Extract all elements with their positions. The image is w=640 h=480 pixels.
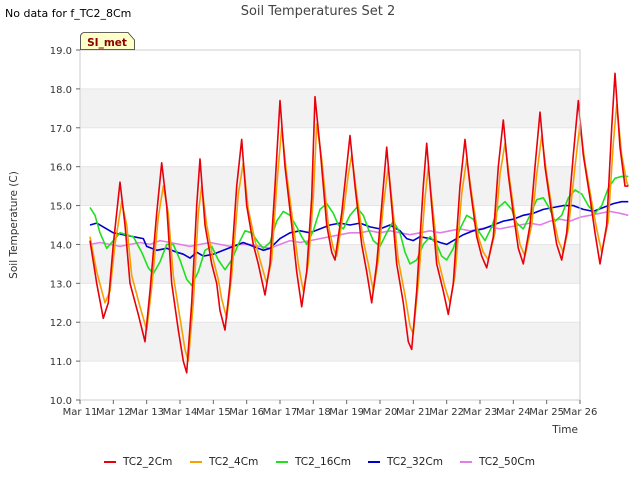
grid-band	[80, 166, 580, 206]
legend-item: TC2_50Cm	[460, 456, 535, 468]
x-tick-label: Mar 21	[396, 407, 431, 418]
chart-title: Soil Temperatures Set 2	[241, 4, 396, 19]
x-tick-label: Mar 11	[63, 407, 98, 418]
legend-item: TC2_4Cm	[190, 456, 258, 468]
x-tick-label: Mar 19	[329, 407, 364, 418]
y-axis: 10.0 11.0 12.0 13.0 14.0 15.0 16.0 17.0 18.0 19.0	[50, 46, 80, 407]
legend-item: TC2_32Cm	[368, 456, 443, 468]
series-line-TC2_2Cm	[89, 72, 629, 374]
series-layer	[89, 72, 630, 374]
legend-label: TC2_32Cm	[386, 456, 443, 468]
x-tick-label: Mar 13	[129, 407, 164, 418]
y-tick-label: 19.0	[50, 46, 72, 57]
x-tick-label: Mar 16	[229, 407, 264, 418]
legend-label: TC2_4Cm	[208, 456, 258, 468]
y-tick-label: 11.0	[50, 357, 72, 368]
y-tick-label: 10.0	[50, 396, 72, 407]
y-tick-label: 13.0	[50, 279, 72, 290]
legend-item: TC2_16Cm	[276, 456, 351, 468]
x-tick-label: Mar 26	[563, 407, 598, 418]
grid-band	[80, 88, 580, 128]
y-tick-label: 12.0	[50, 318, 72, 329]
x-tick-label: Mar 12	[96, 407, 131, 418]
y-tick-label: 14.0	[50, 240, 72, 251]
site-badge: SI_met	[80, 32, 135, 50]
badge-label: SI_met	[87, 37, 127, 49]
x-tick-label: Mar 17	[263, 407, 298, 418]
legend-label: TC2_16Cm	[294, 456, 351, 468]
x-tick-label: Mar 25	[529, 407, 564, 418]
no-data-note: No data for f_TC2_8Cm	[5, 7, 132, 20]
y-axis-label: Soil Temperature (C)	[8, 171, 20, 279]
x-tick-label: Mar 20	[363, 407, 398, 418]
grid-band	[80, 244, 580, 284]
grid-band	[80, 322, 580, 362]
y-tick-label: 17.0	[50, 124, 72, 135]
series-line-TC2_32Cm	[89, 200, 629, 259]
x-tick-label: Mar 23	[463, 407, 498, 418]
legend-item: TC2_2Cm	[104, 456, 172, 468]
y-tick-label: 16.0	[50, 163, 72, 174]
x-tick-label: Mar 14	[163, 407, 198, 418]
series-line-TC2_16Cm	[89, 175, 629, 287]
y-tick-label: 18.0	[50, 85, 72, 96]
plot-frame	[79, 49, 581, 401]
x-tick-label: Mar 22	[429, 407, 464, 418]
y-tick-label: 15.0	[50, 202, 72, 213]
legend-label: TC2_2Cm	[122, 456, 172, 468]
legend: TC2_2Cm TC2_4Cm TC2_16Cm TC2_32Cm TC2_50Cm	[104, 456, 535, 468]
x-axis-label: Time	[551, 424, 578, 436]
legend-label: TC2_50Cm	[478, 456, 535, 468]
x-tick-label: Mar 15	[196, 407, 231, 418]
badge-shape	[80, 32, 135, 50]
x-tick-label: Mar 24	[496, 407, 531, 418]
x-tick-label: Mar 18	[296, 407, 331, 418]
